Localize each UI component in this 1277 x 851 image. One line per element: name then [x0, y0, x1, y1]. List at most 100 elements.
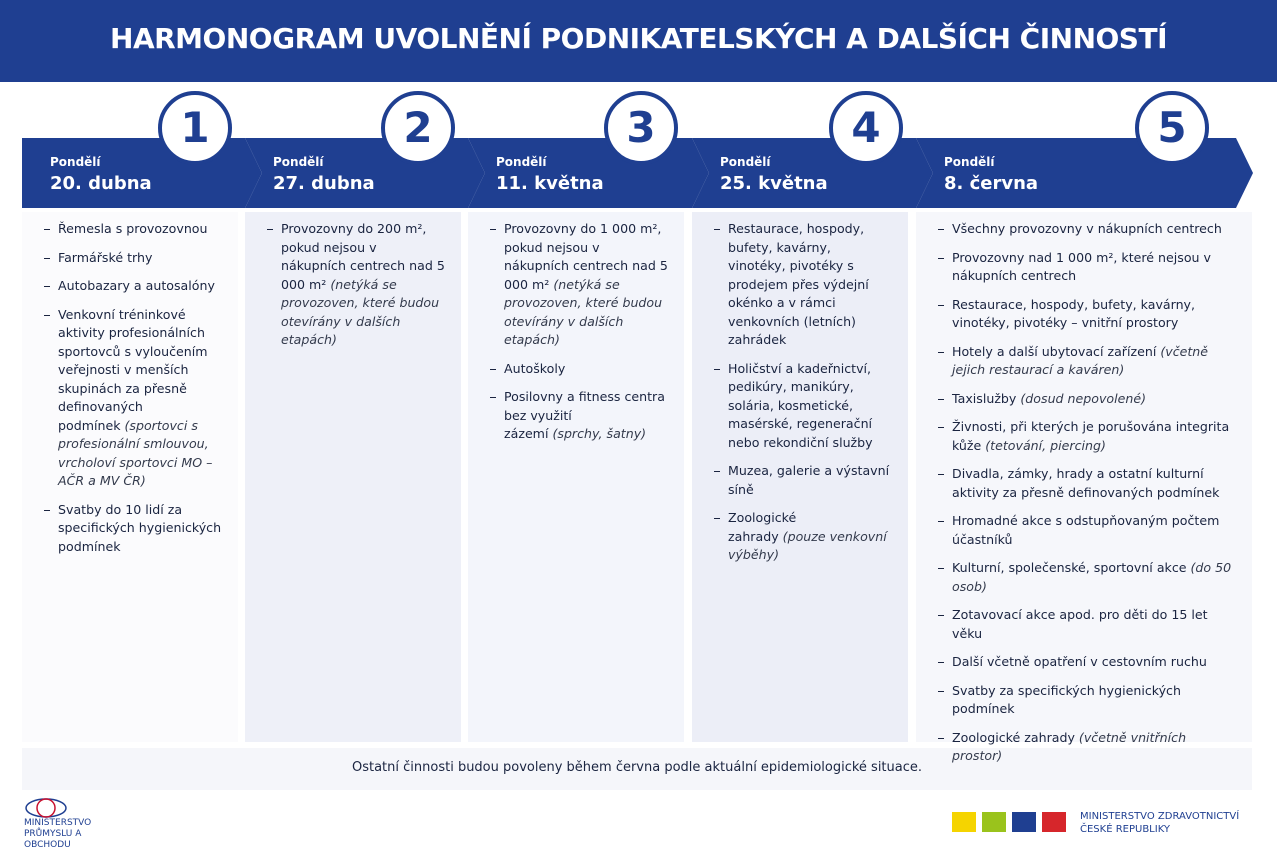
- bullet: [714, 368, 720, 370]
- item: Farmářské trhy: [40, 249, 232, 268]
- stage-number: 4: [851, 103, 881, 152]
- item: Řemesla s provozovnou: [40, 220, 232, 239]
- item-text: Muzea, galerie a výstavní síně: [728, 463, 890, 497]
- logo-left-text: MINISTERSTVO PRŮMYSLU A OBCHODU: [24, 818, 92, 850]
- item-text: Provozovny nad 1 000 m², které nejsou v …: [952, 249, 1211, 284]
- stage-day: Pondělí: [273, 155, 324, 169]
- stage-day: Pondělí: [496, 155, 547, 169]
- bullet: [714, 518, 720, 519]
- item: Venkovní tréninkové aktivity profesionál…: [40, 306, 232, 491]
- item-text: Zoologické zahrady: [728, 510, 797, 544]
- stage-items: Provozovny do 1 000 m², pokud nejsou v n…: [486, 220, 668, 454]
- item-text: Zotavovací akce apod. pro děti do 15 let…: [952, 607, 1208, 641]
- item-text: Další včetně opatření v cestovním ruchu: [952, 654, 1207, 669]
- panel-bg: [245, 212, 461, 742]
- stage-items: Řemesla s provozovnou Farmářské trhy Autob…: [40, 220, 232, 566]
- bullet: [938, 351, 944, 353]
- item-text: Provozovny do 1 000 m², pokud nejsou v n…: [504, 221, 668, 292]
- stage-number: 1: [180, 103, 210, 152]
- stage-day: Pondělí: [944, 155, 995, 169]
- bullet: [938, 690, 944, 692]
- item-text: Restaurace, hospody, bufety, kavárny, vi…: [728, 221, 869, 347]
- item-text: Autobazary a autosalóny: [58, 278, 215, 293]
- item-note: (netýká se provozoven, které budou oteví…: [504, 276, 663, 348]
- item: Kulturní, společenské, sportovní akce (do…: [934, 559, 1236, 596]
- bullet: [267, 229, 273, 230]
- bullet: [938, 304, 944, 306]
- item-note: (netýká se provozoven, které budou oteví…: [281, 276, 440, 348]
- stage-date: 27. dubna: [273, 173, 375, 194]
- bullet: [938, 229, 944, 230]
- footer-note: Ostatní činnosti budou povoleny během če…: [351, 760, 923, 775]
- panel-bg: [692, 212, 908, 742]
- stage-date: 25. května: [720, 173, 828, 194]
- item-note: (sportovci s profesionální smlouvou, vrc…: [58, 417, 213, 489]
- item-text: Posilovny a fitness centra bez využití z…: [504, 389, 665, 441]
- header: [0, 0, 1277, 82]
- bullet: [938, 474, 944, 475]
- item-text: Farmářské trhy: [58, 249, 153, 265]
- item: Hotely a další ubytovací zařízení (včetně…: [934, 343, 1236, 380]
- stage-number: 5: [1157, 103, 1187, 152]
- item-text: Hotely a další ubytovací zařízení: [952, 343, 1157, 359]
- circle: [829, 91, 903, 165]
- item-text: Venkovní tréninkové aktivity profesionál…: [58, 306, 208, 433]
- bullet: [938, 662, 944, 663]
- item-text: Taxislužby: [952, 390, 1017, 406]
- item-text: Živnosti, při kterých je porušována inte…: [952, 419, 1230, 453]
- item-text: Zoologické zahrady: [952, 729, 1075, 745]
- arrows: [22, 138, 1253, 208]
- item-note: (včetně vnitřních prostor): [952, 729, 1187, 764]
- item-text: Všechny provozovny v nákupních centrech: [952, 221, 1222, 236]
- item: Provozovny nad 1 000 m², které nejsou v …: [934, 249, 1236, 286]
- logo-right-text: MINISTERSTVO ZDRAVOTNICTVÍ ČESKÉ REPUBLI…: [1080, 811, 1240, 835]
- item: Další včetně opatření v cestovním ruchu: [934, 653, 1236, 672]
- item: Živnosti, při kterých je porušována inte…: [934, 418, 1236, 455]
- bullet: [938, 427, 944, 428]
- bullet: [714, 229, 720, 230]
- bullet: [938, 257, 944, 259]
- item-text: Řemesla s provozovnou: [58, 221, 208, 236]
- item: Restaurace, hospody, bufety, kavárny, vi…: [710, 220, 892, 350]
- item: Holičství a kadeřnictví, pedikúry, manik…: [710, 360, 892, 453]
- item-text: Svatby do 10 lidí za specifických hygien…: [58, 501, 222, 554]
- item: Zoologické zahrady (včetně vnitřních pros…: [934, 729, 1236, 766]
- logo-left: [25, 798, 67, 818]
- bullet: [938, 398, 944, 400]
- circle: [381, 91, 455, 165]
- bullet: [44, 314, 50, 316]
- item-text: Hromadné akce s odstupňovaným počtem úča…: [952, 513, 1220, 547]
- item: Muzea, galerie a výstavní síně: [710, 462, 892, 499]
- bullet: [44, 509, 50, 511]
- bullet: [490, 368, 496, 370]
- title: HARMONOGRAM UVOLNĚNÍ PODNIKATELSKÝCH A D…: [110, 22, 1167, 55]
- item: Autobazary a autosalóny: [40, 277, 232, 296]
- item-text: Restaurace, hospody, bufety, kavárny, vi…: [952, 296, 1196, 331]
- item-text: Divadla, zámky, hrady a ostatní kulturní…: [952, 466, 1220, 500]
- panel-bg: [468, 212, 684, 742]
- bullet: [44, 229, 50, 230]
- item: Taxislužby (dosud nepovolené): [934, 390, 1236, 409]
- bullet: [490, 229, 496, 230]
- circle: [158, 91, 232, 165]
- item: Autoškoly: [486, 360, 668, 379]
- item: Zotavovací akce apod. pro děti do 15 let…: [934, 606, 1236, 643]
- item: Divadla, zámky, hrady a ostatní kulturní…: [934, 465, 1236, 502]
- item-note: (dosud nepovolené): [1020, 390, 1147, 406]
- item-note: (do 50 osob): [952, 560, 1232, 594]
- circle: [604, 91, 678, 165]
- circle: [1135, 91, 1209, 165]
- item: Svatby za specifických hygienických podm…: [934, 682, 1236, 719]
- bullet: [938, 737, 944, 739]
- item: Provozovny do 200 m², pokud nejsou v nák…: [263, 220, 445, 350]
- stage-items: Provozovny do 200 m², pokud nejsou v nák…: [263, 220, 445, 360]
- item: Restaurace, hospody, bufety, kavárny, vi…: [934, 296, 1236, 333]
- item-note: (včetně jejich restaurací a kaváren): [952, 343, 1209, 378]
- bullet: [44, 286, 50, 287]
- stage-date: 8. června: [944, 173, 1039, 194]
- stage-number: 2: [403, 103, 433, 152]
- item: Zoologické zahrady (pouze venkovní výběhy…: [710, 509, 892, 565]
- stage-date: 11. května: [496, 173, 604, 194]
- item: Hromadné akce s odstupňovaným počtem úča…: [934, 512, 1236, 549]
